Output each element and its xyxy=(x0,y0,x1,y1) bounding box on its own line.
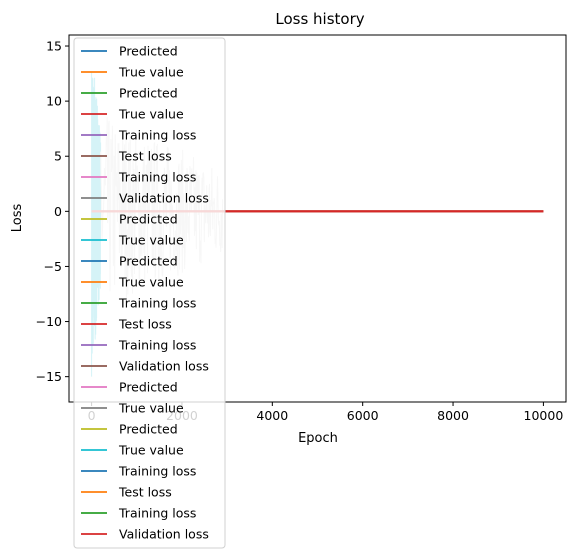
legend-entry: Training loss xyxy=(118,464,196,479)
x-axis-title: Epoch xyxy=(298,431,338,446)
y-tick-label: 0 xyxy=(54,204,62,219)
legend-box xyxy=(73,37,226,549)
legend-entry: Training loss xyxy=(118,170,196,185)
legend-entry: Training loss xyxy=(118,506,196,521)
legend-entry: Test loss xyxy=(118,149,172,164)
y-axis-title: Loss xyxy=(10,204,25,233)
legend-entry: True value xyxy=(118,275,184,290)
legend-entry: Predicted xyxy=(119,212,178,227)
legend-entry: Validation loss xyxy=(119,191,209,206)
legend-entry: Validation loss xyxy=(119,359,209,374)
x-tick-label: 8000 xyxy=(437,408,469,423)
y-tick-label: 15 xyxy=(46,39,62,54)
y-tick-label: −5 xyxy=(44,259,62,274)
legend-entry: Test loss xyxy=(118,317,172,332)
legend-entry: True value xyxy=(118,233,184,248)
legend-entry: Predicted xyxy=(119,44,178,59)
chart-title: Loss history xyxy=(275,10,364,28)
legend: Predicted True value Predicted True value Tr… xyxy=(73,37,226,549)
x-tick-label: 4000 xyxy=(256,408,288,423)
legend-entry: True value xyxy=(118,107,184,122)
legend-entry: Predicted xyxy=(119,422,178,437)
legend-entry: Validation loss xyxy=(119,527,209,542)
x-tick-label: 10000 xyxy=(524,408,564,423)
y-tick-label: 5 xyxy=(54,149,62,164)
legend-entry: Predicted xyxy=(119,254,178,269)
legend-entry: Training loss xyxy=(118,338,196,353)
legend-entry: Predicted xyxy=(119,380,178,395)
legend-entry: True value xyxy=(118,65,184,80)
y-axis: −15 −10 −5 0 5 10 15 xyxy=(36,39,69,384)
y-tick-label: −10 xyxy=(36,314,62,329)
plot-frame xyxy=(68,34,567,403)
legend-entry: True value xyxy=(118,443,184,458)
x-tick-label: 6000 xyxy=(347,408,379,423)
y-tick-label: 10 xyxy=(46,94,62,109)
legend-entry: Training loss xyxy=(118,128,196,143)
y-tick-label: −15 xyxy=(36,369,62,384)
legend-entry: Predicted xyxy=(119,86,178,101)
legend-entry: Training loss xyxy=(118,296,196,311)
legend-entry: True value xyxy=(118,401,184,416)
legend-entry: Test loss xyxy=(118,485,172,500)
